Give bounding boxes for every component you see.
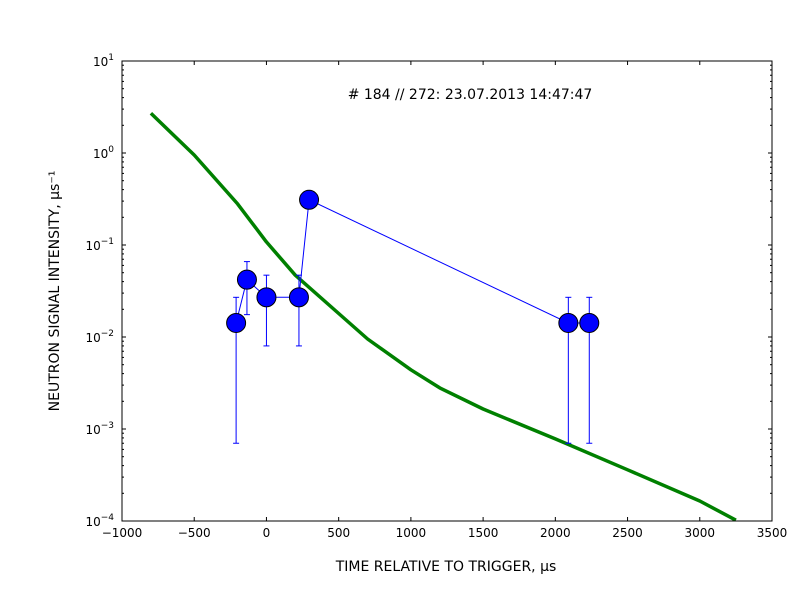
data-point [256, 287, 277, 308]
x-tick-label: 1500 [468, 526, 499, 540]
data-point [288, 287, 309, 308]
x-tick-label: −1000 [102, 526, 143, 540]
axes: −1000 −500 0 500 1000 1500 2000 2500 3000 3500 10−… [85, 53, 787, 540]
x-tick-label: −500 [178, 526, 211, 540]
x-tick-label: 2500 [612, 526, 643, 540]
x-tick-label: 0 [263, 526, 271, 540]
x-tick-label: 1000 [396, 526, 427, 540]
y-tick-label: 10−4 [85, 513, 114, 529]
y-tick-label: 100 [93, 145, 114, 161]
x-tick-label: 2000 [540, 526, 571, 540]
y-tick-label: 10−3 [85, 421, 114, 437]
data-point [299, 189, 320, 210]
data-point [236, 269, 257, 290]
data-point [579, 312, 600, 333]
data-point [558, 312, 579, 333]
data-series-line [235, 199, 590, 324]
y-axis-label: NEUTRON SIGNAL INTENSITY, μs⁻¹ [47, 171, 63, 412]
axes-frame [121, 60, 773, 522]
y-tick-label: 10−1 [85, 237, 114, 253]
chart-title: # 184 // 272: 23.07.2013 14:47:47 [348, 87, 593, 103]
x-axis-label: TIME RELATIVE TO TRIGGER, μs [335, 559, 557, 575]
model-curve [149, 112, 737, 521]
plot-area [149, 112, 737, 521]
x-tick-label: 3000 [685, 526, 716, 540]
y-tick-label: 101 [93, 53, 114, 69]
data-point [226, 312, 247, 333]
x-tick-label: 3500 [757, 526, 788, 540]
x-tick-label: 500 [327, 526, 350, 540]
y-tick-label: 10−2 [85, 329, 114, 345]
